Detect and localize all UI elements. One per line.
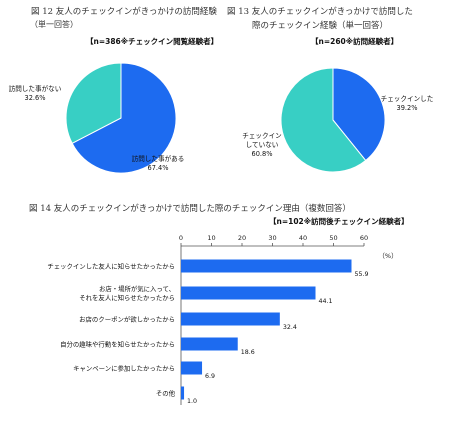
x-tick-label-6: 60 [360, 234, 368, 242]
x-tick-label-0: 0 [179, 234, 183, 242]
category-label-4: キャンペーンに参加したかったから [73, 364, 175, 373]
fig13-slice-0 [332, 67, 386, 162]
bar-1 [181, 286, 316, 300]
value-label-3: 18.6 [241, 349, 255, 356]
x-tick-label-5: 50 [329, 234, 337, 242]
category-label-0: チェックインした友人に知らせたかったから [47, 262, 175, 271]
value-label-1: 44.1 [319, 298, 333, 305]
fig12-title: 図 12 友人のチェックインがきっかけの訪問経験 [31, 7, 217, 17]
x-tick-label-3: 30 [268, 234, 276, 242]
value-label-0: 55.9 [354, 271, 368, 278]
category-label-5: その他 [156, 389, 176, 398]
fig12-slice-1 [65, 62, 122, 144]
category-label-3: 自分の趣味や行動を知らせたかったから [60, 340, 175, 349]
fig14-bar-chart: 0 10 20 30 40 50 60 （%） チェックインした友人に知らせたかったから 55.9… [47, 234, 398, 405]
fig13-slice-label-0: チェックインした 39.2% [381, 95, 434, 112]
fig13-sample-note: 【n=260※訪問経験者】 [311, 37, 399, 46]
value-label-4: 6.9 [205, 373, 215, 380]
x-tick-label-4: 40 [299, 234, 307, 242]
bar-0 [181, 259, 352, 273]
x-tick-label-1: 10 [207, 234, 215, 242]
x-tick-label-2: 20 [238, 234, 246, 242]
bar-5 [181, 386, 185, 400]
fig12-subtitle: （単一回答） [30, 20, 78, 29]
fig14-sample-note: 【n=102※訪問後チェックイン経験者】 [269, 217, 409, 226]
fig14-title: 図 14 友人のチェックインがきっかけで訪問した際のチェックイン理由（複数回答） [29, 204, 351, 214]
fig12-slice-label-0: 訪問した事がある 67.4% [132, 154, 185, 172]
fig13-title: 図 13 友人のチェックインがきっかけで訪問した [227, 7, 413, 17]
fig12-slice-0 [71, 62, 177, 174]
fig13-slice-1 [280, 67, 367, 173]
value-label-2: 32.4 [283, 324, 297, 331]
fig13-pie-chart: チェックインした 39.2% チェックインしていない 60.8% [242, 67, 434, 173]
fig12-pie-chart: 訪問した事がある 67.4% 訪問した事がない 32.6% [9, 62, 185, 174]
value-label-5: 1.0 [187, 398, 197, 405]
fig13-title-line2: 際のチェックイン経験（単一回答） [252, 21, 389, 31]
bar-4 [181, 361, 203, 375]
category-label-1: お店・場所が気に入って、それを友人に知らせたかったから [79, 284, 175, 302]
x-unit-label: （%） [378, 252, 397, 260]
bar-3 [181, 337, 238, 351]
fig13-slice-label-1: チェックインしていない 60.8% [242, 132, 282, 158]
fig12-sample-note: 【n=386※チェックイン閲覧経験者】 [86, 37, 219, 46]
category-label-2: お店のクーポンが欲しかったから [79, 315, 175, 324]
fig12-slice-label-1: 訪問した事がない 32.6% [9, 84, 62, 102]
bar-2 [181, 312, 280, 326]
